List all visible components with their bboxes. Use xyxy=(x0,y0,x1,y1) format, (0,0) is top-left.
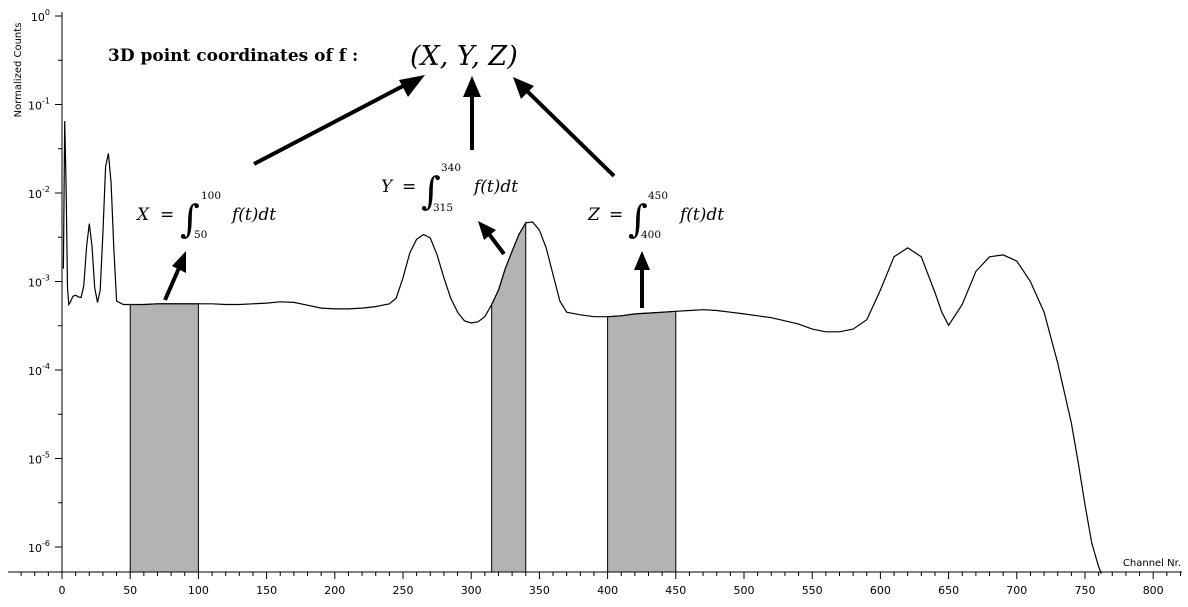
x-tick-label: 550 xyxy=(802,584,823,597)
integral-y-upper: 340 xyxy=(441,162,461,174)
series-line xyxy=(62,121,1102,574)
integral-y-var: Y xyxy=(381,177,394,197)
integral-y-integrand: f(t)dt xyxy=(472,177,518,197)
x-tick-label: 0 xyxy=(59,584,66,597)
y-tick-label: 10-4 xyxy=(28,362,50,378)
x-tick-label: 800 xyxy=(1143,584,1164,597)
x-tick-label: 700 xyxy=(1006,584,1027,597)
x-tick-label: 50 xyxy=(123,584,137,597)
shaded-region-2 xyxy=(491,221,527,573)
x-tick-label: 200 xyxy=(324,584,345,597)
integral-z-equals: = xyxy=(609,205,623,225)
y-tick-label: 10-3 xyxy=(28,274,50,290)
y-tick-label: 10-5 xyxy=(28,451,50,467)
integral-z-integrand: f(t)dt xyxy=(678,205,724,225)
integral-y-lower: 315 xyxy=(433,202,453,214)
integral-x-lower: 50 xyxy=(194,229,207,241)
x-tick-label: 600 xyxy=(870,584,891,597)
integral-x-sign: ∫ xyxy=(180,197,200,241)
integral-x: X = ∫ 100 50 f(t)dt xyxy=(135,190,276,241)
x-tick-label: 750 xyxy=(1075,584,1096,597)
x-tick-label: 100 xyxy=(188,584,209,597)
integral-z-var: Z xyxy=(587,205,601,225)
x-tick-label: 300 xyxy=(461,584,482,597)
x-tick-label: 450 xyxy=(665,584,686,597)
integral-y-sign: ∫ xyxy=(421,169,441,213)
arrow-region-x-to-integral xyxy=(163,251,186,301)
y-tick-label: 10-6 xyxy=(28,539,50,555)
integral-y-equals: = xyxy=(402,177,416,197)
integral-x-equals: = xyxy=(160,205,174,225)
shaded-region-3 xyxy=(607,310,677,573)
coordinates-annotation: (X, Y, Z) xyxy=(410,41,518,72)
y-tick-label: 10-1 xyxy=(28,97,50,113)
shaded-regions xyxy=(129,221,677,573)
x-ticks: 0 50 100 150 200 250 300 350 400 450 500 550 600 650 7… xyxy=(20,572,1181,597)
axes xyxy=(8,12,1182,573)
arrow-z-to-coords xyxy=(513,77,616,178)
x-axis-title: Channel Nr. xyxy=(1123,558,1181,569)
integral-x-var: X xyxy=(135,205,150,225)
x-tick-label: 400 xyxy=(597,584,618,597)
headline-annotation: 3D point coordinates of f : xyxy=(108,46,358,66)
arrow-x-to-coords xyxy=(253,75,425,166)
arrow-region-y-to-integral xyxy=(478,221,506,256)
x-tick-label: 150 xyxy=(256,584,277,597)
arrow-region-z-to-integral xyxy=(634,251,650,308)
x-tick-label: 500 xyxy=(734,584,755,597)
integral-z-sign: ∫ xyxy=(628,197,648,241)
arrows xyxy=(163,75,650,308)
y-ticks: 100 10-1 10-2 10-3 10-4 10-5 10-6 xyxy=(28,8,62,555)
arrow-y-to-coords xyxy=(463,76,481,150)
y-tick-label: 100 xyxy=(31,8,50,24)
y-tick-label: 10-2 xyxy=(28,185,50,201)
integral-x-upper: 100 xyxy=(201,190,221,202)
x-tick-label: 650 xyxy=(938,584,959,597)
integral-x-integrand: f(t)dt xyxy=(230,205,276,225)
integral-z-lower: 400 xyxy=(641,229,661,241)
integral-y: Y = ∫ 340 315 f(t)dt xyxy=(381,162,518,214)
x-tick-label: 350 xyxy=(529,584,550,597)
integral-z: Z = ∫ 450 400 f(t)dt xyxy=(587,190,724,241)
shaded-region-1 xyxy=(129,303,199,573)
x-tick-label: 250 xyxy=(393,584,414,597)
integral-z-upper: 450 xyxy=(648,190,668,202)
y-axis-title: Normalized Counts xyxy=(13,23,24,118)
